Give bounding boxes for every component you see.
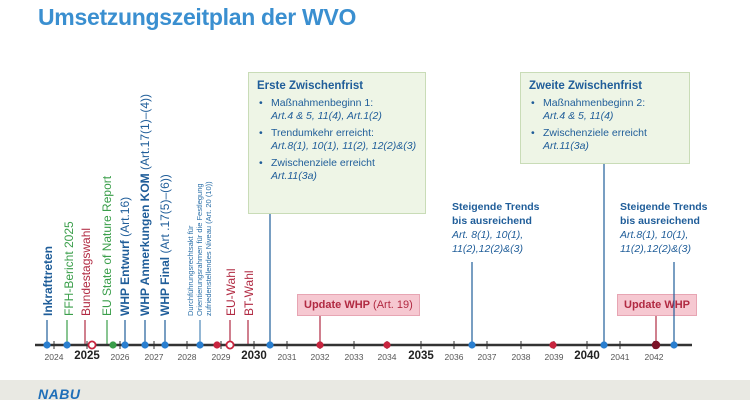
footer-bar bbox=[0, 380, 750, 400]
year-label: 2038 bbox=[511, 352, 531, 362]
trend-block-2037: Steigende Trends bis ausreichend Art. 8(… bbox=[452, 201, 540, 255]
event-dot-blue bbox=[43, 341, 51, 349]
event-dot-blue bbox=[141, 341, 149, 349]
year-label: 2042 bbox=[644, 352, 664, 362]
year-label: 2032 bbox=[310, 352, 330, 362]
event-dot-blue bbox=[196, 341, 204, 349]
year-label: 2033 bbox=[344, 352, 364, 362]
year-label: 2041 bbox=[610, 352, 630, 362]
year-label: 2028 bbox=[177, 352, 197, 362]
list-item: • Zwischenziele erreicht Art.11(3a) bbox=[259, 157, 375, 182]
event-dot-red-open bbox=[87, 340, 97, 350]
year-label: 2039 bbox=[544, 352, 564, 362]
event-dot-blue bbox=[161, 341, 169, 349]
year-label: 2037 bbox=[477, 352, 497, 362]
update-whp-box-1: Update WHP (Art. 19) bbox=[297, 294, 420, 316]
year-label: 2035 bbox=[408, 350, 434, 362]
box-erste-zwischenfrist: Erste Zwischenfrist • Maßnahmenbeginn 1: A… bbox=[248, 72, 426, 214]
year-label: 2025 bbox=[74, 350, 100, 362]
year-label: 2027 bbox=[144, 352, 164, 362]
year-label: 2029 bbox=[211, 352, 231, 362]
event-dot-blue bbox=[121, 341, 129, 349]
event-dot-darkred bbox=[651, 340, 661, 350]
event-dot-red bbox=[549, 341, 557, 349]
list-item: • Maßnahmenbeginn 2: Art.4 & 5, 11(4) bbox=[531, 97, 646, 122]
year-label: 2026 bbox=[110, 352, 130, 362]
box-title: Erste Zwischenfrist bbox=[257, 80, 364, 92]
box-zweite-zwischenfrist: Zweite Zwischenfrist • Maßnahmenbeginn 2:… bbox=[520, 72, 690, 164]
list-item: • Zwischenziele erreicht Art.11(3a) bbox=[531, 127, 647, 152]
year-label: 2036 bbox=[444, 352, 464, 362]
event-dot-green bbox=[109, 341, 117, 349]
year-label: 2030 bbox=[241, 350, 267, 362]
box-title: Zweite Zwischenfrist bbox=[529, 80, 643, 92]
event-dot-blue bbox=[600, 341, 608, 349]
event-dot-red bbox=[213, 341, 221, 349]
event-dot-blue bbox=[63, 341, 71, 349]
year-label: 2024 bbox=[44, 352, 64, 362]
year-label: 2031 bbox=[277, 352, 297, 362]
event-dot-blue bbox=[266, 341, 274, 349]
nabu-logo: NABU bbox=[38, 386, 81, 402]
list-item: • Maßnahmenbeginn 1: Art.4 & 5, 11(4), Art… bbox=[259, 97, 382, 122]
page-title: Umsetzungszeitplan der WVO bbox=[38, 4, 357, 30]
year-label: 2040 bbox=[574, 350, 600, 362]
year-label: 2034 bbox=[377, 352, 397, 362]
list-item: • Trendumkehr erreicht: Art.8(1), 10(1), 1… bbox=[259, 127, 417, 152]
event-dot-blue bbox=[468, 341, 476, 349]
event-dot-blue bbox=[670, 341, 678, 349]
trend-block-2042: Steigende Trends bis ausreichend Art.8(1… bbox=[620, 201, 708, 255]
event-dot-red-open bbox=[225, 340, 235, 350]
event-dot-red bbox=[383, 341, 391, 349]
event-dot-red bbox=[316, 341, 324, 349]
